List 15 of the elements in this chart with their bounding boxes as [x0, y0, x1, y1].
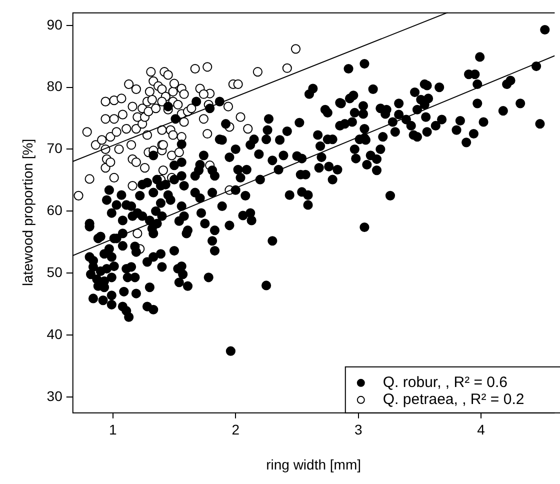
- y-tick-label: 30: [46, 388, 63, 404]
- y-tick-label: 90: [46, 16, 63, 32]
- legend-label: Q. petraea, , R² = 0.2: [382, 391, 524, 408]
- x-tick-label: 4: [477, 422, 486, 438]
- y-axis-title: latewood proportion [%]: [19, 138, 36, 286]
- y-tick-label: 80: [46, 78, 63, 94]
- x-tick-label: 2: [232, 422, 240, 438]
- legend-label: Q. robur, , R² = 0.6: [382, 374, 508, 392]
- y-tick-label: 70: [46, 140, 63, 156]
- y-tick-label: 40: [46, 326, 63, 342]
- y-tick-label: 50: [46, 264, 63, 280]
- y-tick-label: 60: [46, 202, 63, 218]
- x-axis-title: ring width [mm]: [266, 456, 361, 472]
- x-tick-label: 3: [354, 422, 362, 438]
- x-tick-label: 1: [108, 422, 117, 438]
